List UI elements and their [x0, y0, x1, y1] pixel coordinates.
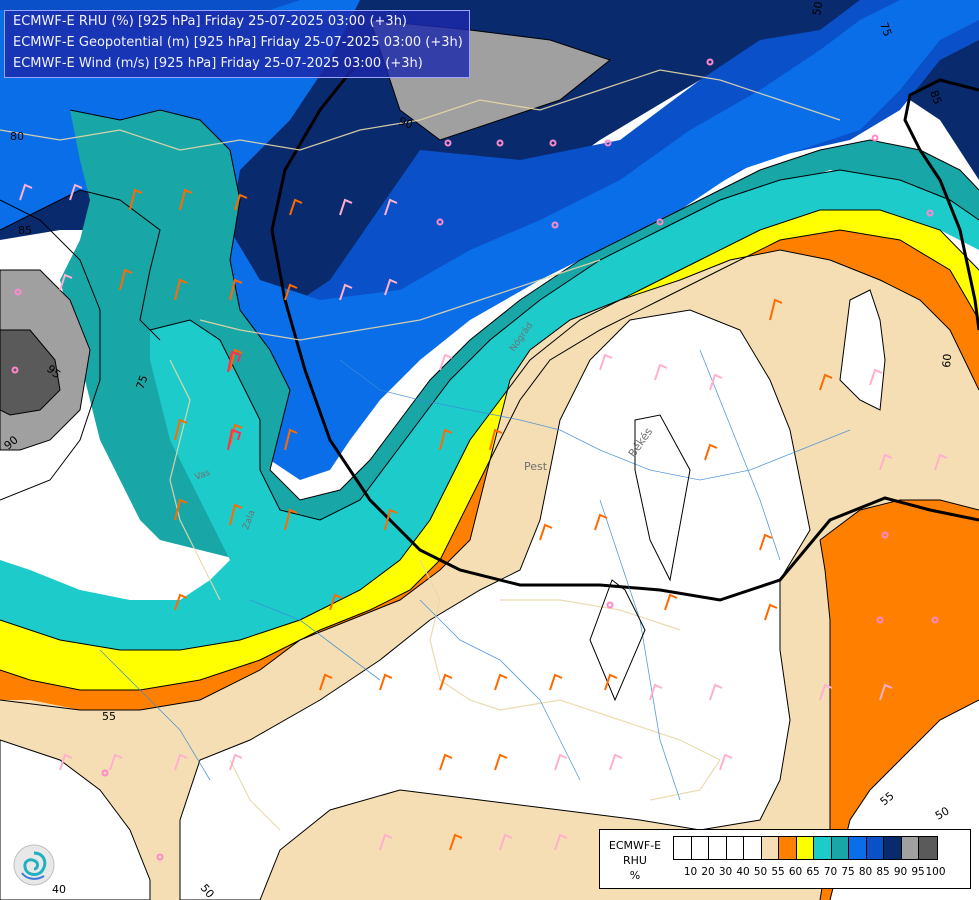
rhu-band-95-left — [0, 329, 61, 416]
geopotential-kite-2 — [589, 579, 646, 702]
legend-swatch — [691, 837, 709, 859]
contour-label-85-top: 85 — [927, 89, 944, 107]
geopotential-contour — [270, 59, 979, 602]
rhu-band-70 — [60, 110, 979, 560]
legend-tick-label: 85 — [876, 866, 890, 878]
legend-swatch — [831, 837, 849, 859]
legend-swatch — [796, 837, 814, 859]
ecmwf-logo-icon — [13, 844, 55, 886]
legend-tick-label: 55 — [771, 866, 785, 878]
legend-swatch — [674, 837, 692, 859]
contour-label-90-top: 90 — [397, 115, 415, 132]
contour-label-80: 80 — [10, 130, 24, 143]
legend-tick-label: 60 — [788, 866, 803, 878]
rhu-band-85-left — [0, 199, 101, 501]
legend-model: ECMWF-E — [608, 839, 662, 852]
legend-tick-label: 50 — [753, 866, 768, 878]
legend-tick-label: 20 — [701, 866, 715, 878]
legend-tick-label: 95 — [911, 866, 925, 878]
contour-label-75: 75 — [134, 373, 151, 391]
legend-swatch — [884, 837, 902, 859]
legend-swatch — [849, 837, 867, 859]
legend-swatch — [709, 837, 727, 859]
geopotential-contour-right — [903, 78, 979, 331]
rhu-white-interior — [179, 309, 811, 900]
legend-swatch — [814, 837, 832, 859]
map-title-box: ECMWF-E RHU (%) [925 hPa] Friday 25-07-2… — [4, 10, 470, 78]
contour-labels: 75 85 95 90 80 60 55 55 50 50 50 75 40 9… — [2, 0, 955, 900]
legend-ticks: 10 20 30 40 50 55 60 65 70 75 80 85 90 95 100 — [673, 866, 973, 880]
legend-tick-label: 30 — [718, 866, 733, 878]
legend-swatch — [761, 837, 779, 859]
legend-title: ECMWF-E RHU % — [600, 838, 670, 883]
contour-label-55-left: 55 — [102, 710, 116, 723]
legend-swatch — [901, 837, 919, 859]
legend-tick-label: 10 — [683, 866, 698, 878]
borders — [0, 69, 841, 831]
legend-swatch — [726, 837, 744, 859]
legend-swatch — [919, 837, 937, 859]
rhu-band-60 — [0, 210, 979, 690]
contour-label-50-bottom: 50 — [198, 882, 217, 900]
legend-unit: % — [629, 869, 641, 882]
color-legend: ECMWF-E RHU % 10 20 30 40 50 55 60 65 70 75 80 85 90… — [599, 829, 971, 889]
contour-label-50-right: 50 — [933, 804, 952, 822]
place-label-pest: Pest — [524, 460, 548, 473]
title-geopotential: ECMWF-E Geopotential (m) [925 hPa] Frida… — [13, 35, 463, 50]
contour-label-40: 40 — [52, 883, 66, 896]
legend-tick-label: 90 — [893, 866, 908, 878]
contour-label-75-top: 75 — [877, 21, 894, 39]
legend-swatch — [779, 837, 797, 859]
legend-tick-label: 40 — [736, 866, 750, 878]
title-rhu: ECMWF-E RHU (%) [925 hPa] Friday 25-07-2… — [13, 14, 407, 29]
contour-label-50-top: 50 — [810, 0, 825, 16]
rivers — [99, 349, 851, 801]
legend-tick-label: 75 — [841, 866, 855, 878]
legend-variable: RHU — [623, 854, 647, 867]
wind-barbs — [11, 58, 948, 861]
legend-tick-label: 80 — [858, 866, 873, 878]
title-wind: ECMWF-E Wind (m/s) [925 hPa] Friday 25-0… — [13, 56, 423, 71]
contour-label-85: 85 — [18, 224, 32, 237]
legend-swatch — [744, 837, 762, 859]
legend-tick-label: 100 — [925, 866, 946, 878]
legend-tick-label: 65 — [806, 866, 820, 878]
rhu-band-65 — [0, 170, 979, 650]
rhu-white-small — [839, 289, 886, 411]
rhu-band-80 — [0, 0, 979, 330]
contour-label-60: 60 — [940, 353, 954, 368]
legend-swatches — [673, 836, 938, 860]
geopotential-kite-1 — [634, 414, 691, 582]
legend-tick-label: 70 — [823, 866, 838, 878]
legend-swatch — [866, 837, 884, 859]
